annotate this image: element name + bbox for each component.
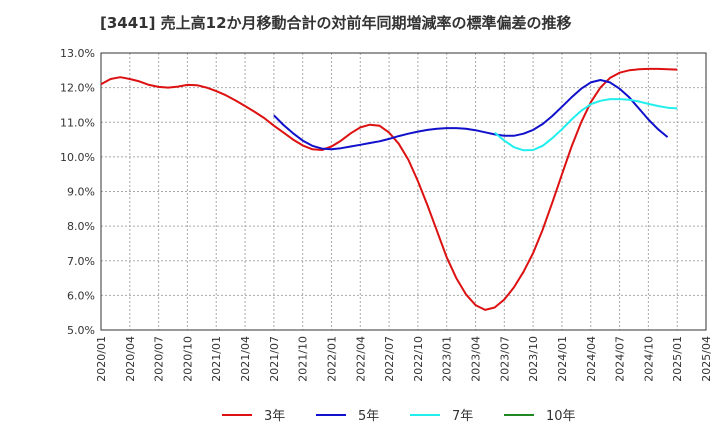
- x-tick-label: 2022/07: [383, 336, 396, 382]
- y-tick-label: 9.0%: [67, 186, 95, 199]
- x-tick-label: 2022/04: [354, 336, 367, 382]
- y-tick-label: 12.0%: [60, 82, 95, 95]
- chart-title: [3441] 売上高12か月移動合計の対前年同期増減率の標準偏差の推移: [100, 14, 572, 32]
- y-tick-label: 13.0%: [60, 47, 95, 60]
- y-tick-label: 6.0%: [67, 289, 95, 302]
- plot-area: [100, 52, 707, 331]
- x-tick-label: 2021/10: [297, 336, 310, 382]
- x-tick-label: 2023/10: [527, 336, 540, 382]
- x-tick-label: 2023/01: [441, 336, 454, 382]
- y-tick-label: 8.0%: [67, 220, 95, 233]
- x-tick-label: 2025/01: [671, 336, 684, 382]
- series-line-7年: [494, 98, 678, 152]
- y-tick-label: 10.0%: [60, 151, 95, 164]
- series-lines: [100, 67, 678, 311]
- y-tick-label: 11.0%: [60, 116, 95, 129]
- x-tick-label: 2023/04: [470, 336, 483, 382]
- x-tick-label: 2021/04: [239, 336, 252, 382]
- x-tick-label: 2021/07: [268, 336, 281, 382]
- x-axis: 2020/01 2020/04 2020/07 2020/10 2021/01 2021/…: [95, 336, 713, 382]
- grid-lines: [100, 52, 707, 331]
- x-tick-label: 2020/04: [124, 336, 137, 382]
- x-tick-label: 2024/01: [556, 336, 569, 382]
- y-tick-label: 5.0%: [67, 324, 95, 337]
- legend: 3年 5年 7年 10年: [222, 409, 576, 424]
- x-tick-label: 2020/01: [95, 336, 108, 382]
- x-tick-label: 2024/07: [614, 336, 627, 382]
- x-tick-label: 2021/01: [210, 336, 223, 382]
- series-line-3年: [100, 67, 678, 311]
- x-tick-label: 2022/10: [412, 336, 425, 382]
- x-tick-label: 2025/04: [700, 336, 713, 382]
- x-tick-label: 2024/10: [642, 336, 655, 382]
- x-tick-label: 2024/04: [585, 336, 598, 382]
- legend-label-10年: 10年: [546, 409, 576, 424]
- legend-label-5年: 5年: [358, 409, 379, 424]
- x-tick-label: 2020/07: [153, 336, 166, 382]
- x-tick-label: 2020/10: [181, 336, 194, 382]
- y-tick-label: 7.0%: [67, 255, 95, 268]
- x-tick-label: 2022/01: [325, 336, 338, 382]
- legend-label-3年: 3年: [264, 409, 285, 424]
- legend-label-7年: 7年: [452, 409, 473, 424]
- y-axis: 5.0% 6.0% 7.0% 8.0% 9.0% 10.0% 11.0% 12.0% 13.0%: [60, 47, 95, 337]
- x-tick-label: 2023/07: [498, 336, 511, 382]
- series-line-5年: [273, 79, 669, 151]
